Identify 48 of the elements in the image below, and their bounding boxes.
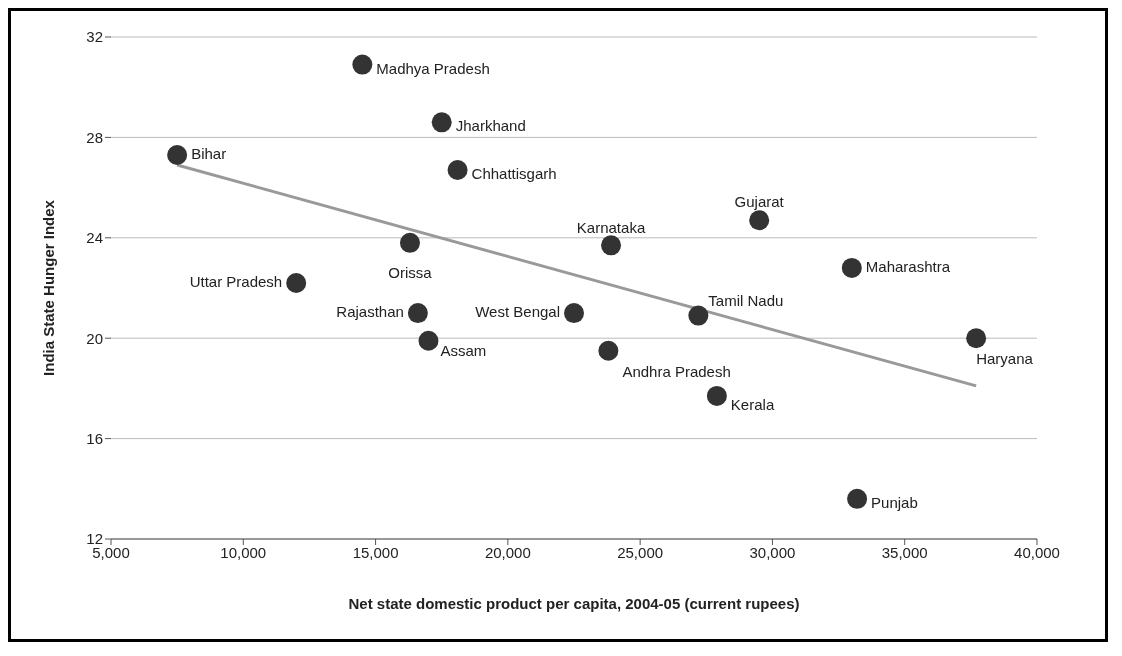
point [598,340,619,361]
y-tick-label: 32 [86,28,103,46]
point [706,385,727,406]
x-tick-label: 35,000 [881,543,928,561]
annotation: Haryana [976,350,1034,368]
annotation: Bihar [191,144,227,162]
x-tick-label: 10,000 [220,543,267,561]
point [352,54,373,75]
annotation: Rajasthan [336,303,404,321]
annotation: Uttar Pradesh [189,272,283,290]
annotation: Jharkhand [455,117,526,135]
y-tick-label: 28 [86,128,103,146]
point [399,232,420,253]
point [286,272,307,293]
point [688,305,709,326]
point [749,210,770,231]
y-tick-label: 16 [86,429,103,447]
point [418,330,439,351]
annotation: Karnataka [576,219,646,237]
x-axis-title: Net state domestic product per capita, 2004-05 (current rupees) [348,595,800,612]
point [431,112,452,133]
annotation: Andhra Pradesh [622,362,731,380]
point [407,303,428,324]
y-axis-title: India State Hunger Index [40,199,58,376]
annotation: Madhya Pradesh [376,59,490,77]
annotation: Orissa [388,263,433,281]
annotation: Assam [440,341,487,359]
point [841,257,862,278]
y-tick-label: 20 [86,329,103,347]
annotation: Maharashtra [865,257,951,275]
annotation: Punjab [871,493,918,511]
annotation: Kerala [730,395,775,413]
point [966,328,987,349]
x-tick-label: 20,000 [484,543,531,561]
point [447,160,468,181]
annotation: West Bengal [475,303,560,321]
x-tick-label: 30,000 [749,543,796,561]
annotation: Gujarat [734,193,785,211]
y-tick-label: 24 [86,229,103,247]
point [847,488,868,509]
x-tick-label: 15,000 [352,543,399,561]
point [167,144,188,165]
x-tick-label: 25,000 [617,543,664,561]
point [601,235,622,256]
point [564,303,584,324]
annotation: Chhattisgarh [471,165,557,182]
annotation: Tamil Nadu [708,291,784,309]
x-tick-label: 40,000 [1014,543,1060,561]
